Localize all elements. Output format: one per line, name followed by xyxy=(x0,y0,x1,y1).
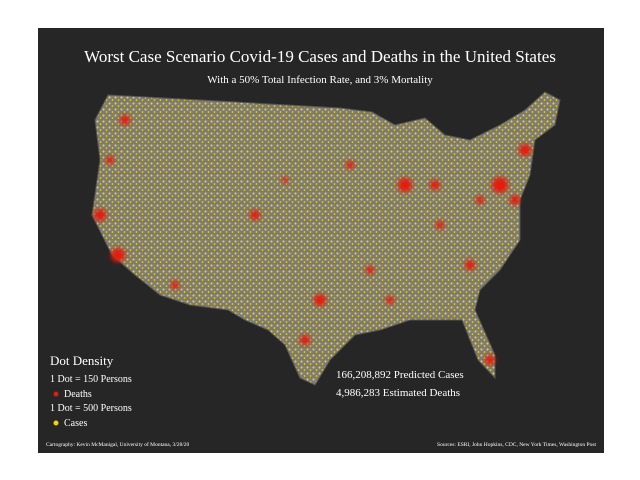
death-clusters xyxy=(94,115,531,365)
legend-label: Deaths xyxy=(64,389,92,400)
map-title: Worst Case Scenario Covid-19 Cases and D… xyxy=(84,47,556,66)
legend-label: Cases xyxy=(64,418,87,429)
legend-scale: 1 Dot = 500 Persons xyxy=(50,403,132,414)
us-landmass xyxy=(91,91,561,386)
predicted-cases: 166,208,892 Predicted Cases xyxy=(336,369,464,381)
map-subtitle: With a 50% Total Infection Rate, and 3% … xyxy=(207,74,433,86)
credits-sources: Sources: ESRI, John Hopkins, CDC, New Yo… xyxy=(437,442,596,448)
legend-title: Dot Density xyxy=(50,353,114,368)
estimated-deaths: 4,986,283 Estimated Deaths xyxy=(336,387,460,399)
legend-scale: 1 Dot = 150 Persons xyxy=(50,374,132,385)
legend-swatch-deaths xyxy=(53,391,59,397)
credits-cartography: Cartography: Kevin McManigal, University… xyxy=(46,441,190,448)
legend-swatch-cases xyxy=(53,420,59,426)
